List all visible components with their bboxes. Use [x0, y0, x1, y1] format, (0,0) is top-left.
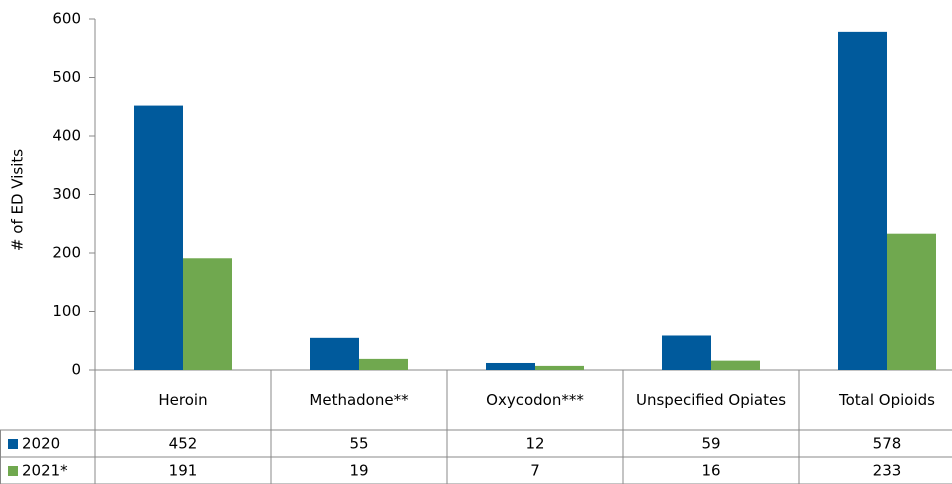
table-cell: 59 [701, 435, 720, 453]
table-cell: 452 [169, 435, 198, 453]
y-tick-label: 600 [52, 10, 81, 28]
x-tick-label: Oxycodon*** [486, 391, 584, 409]
x-tick-label: Total Opioids [839, 391, 935, 409]
y-tick-label: 300 [52, 185, 81, 203]
bar [183, 258, 232, 370]
x-tick-label: Heroin [158, 391, 208, 409]
legend-label: 2020 [22, 435, 60, 453]
y-tick-label: 200 [52, 244, 81, 262]
bar [134, 105, 183, 370]
bar [711, 360, 760, 370]
table-cell: 19 [349, 462, 368, 480]
x-tick-label-box: Methadone** [309, 391, 409, 409]
y-tick-label: 400 [52, 127, 81, 145]
y-tick-label: 100 [52, 302, 81, 320]
x-tick-label: Methadone** [309, 391, 409, 409]
legend-label: 2021* [22, 462, 68, 480]
table-cell: 578 [873, 435, 902, 453]
bar [662, 335, 711, 370]
legend-swatch [8, 466, 18, 476]
table-cell: 191 [169, 462, 198, 480]
y-tick-label: 0 [71, 361, 81, 379]
x-tick-label: Unspecified Opiates [635, 391, 787, 409]
bar [310, 337, 359, 370]
x-tick-label-box: Oxycodon*** [486, 391, 584, 409]
bar [359, 358, 408, 370]
table-cell: 7 [530, 462, 540, 480]
table-cell: 233 [873, 462, 902, 480]
table-cell: 12 [525, 435, 544, 453]
table-cell: 16 [701, 462, 720, 480]
x-tick-label-box: Total Opioids [839, 391, 935, 409]
bar [887, 233, 936, 370]
legend-swatch [8, 439, 18, 449]
bar [486, 362, 535, 370]
x-tick-label-box: Unspecified Opiates [635, 391, 787, 409]
y-axis-label: # of ED Visits [9, 149, 27, 251]
x-tick-label-box: Heroin [158, 391, 208, 409]
bar [838, 31, 887, 371]
table-cell: 55 [349, 435, 368, 453]
y-tick-label: 500 [52, 68, 81, 86]
bar [535, 365, 584, 370]
